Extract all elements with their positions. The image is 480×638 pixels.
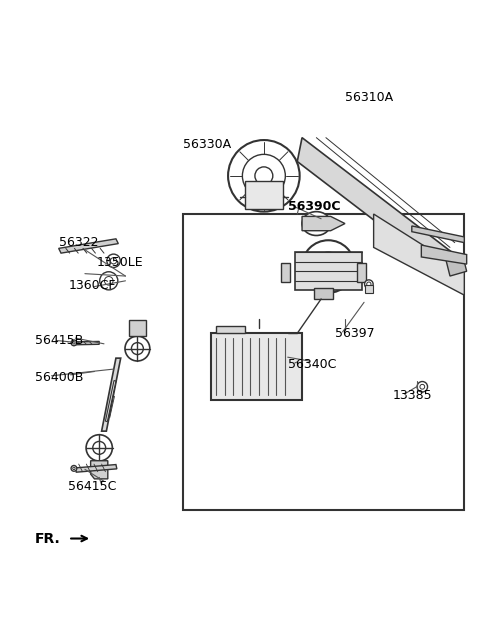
- Ellipse shape: [417, 382, 428, 392]
- Polygon shape: [91, 461, 108, 479]
- Polygon shape: [129, 320, 146, 336]
- Ellipse shape: [71, 340, 77, 346]
- Polygon shape: [412, 226, 464, 242]
- Text: 56390C: 56390C: [288, 200, 340, 213]
- Polygon shape: [75, 464, 117, 472]
- Ellipse shape: [302, 212, 331, 235]
- Polygon shape: [302, 216, 345, 231]
- Bar: [183, 214, 464, 510]
- Ellipse shape: [71, 466, 77, 471]
- Polygon shape: [445, 257, 467, 276]
- FancyBboxPatch shape: [357, 263, 366, 282]
- Polygon shape: [373, 214, 464, 295]
- Text: 56330A: 56330A: [183, 138, 231, 151]
- FancyBboxPatch shape: [245, 181, 283, 209]
- Text: 56322: 56322: [59, 236, 98, 249]
- Ellipse shape: [93, 441, 106, 454]
- Ellipse shape: [364, 280, 373, 288]
- Ellipse shape: [73, 467, 75, 470]
- FancyBboxPatch shape: [216, 326, 245, 333]
- Ellipse shape: [367, 282, 371, 286]
- Polygon shape: [59, 239, 118, 253]
- Ellipse shape: [420, 384, 425, 389]
- Ellipse shape: [228, 140, 300, 212]
- Text: 56340C: 56340C: [288, 358, 336, 371]
- Text: 56310A: 56310A: [345, 91, 393, 103]
- Ellipse shape: [302, 241, 355, 293]
- Ellipse shape: [100, 272, 118, 290]
- Ellipse shape: [105, 276, 113, 285]
- Text: 56400B: 56400B: [35, 371, 83, 383]
- Polygon shape: [106, 380, 116, 422]
- Text: 13385: 13385: [393, 389, 432, 402]
- Ellipse shape: [314, 252, 343, 281]
- Ellipse shape: [110, 258, 117, 264]
- Polygon shape: [297, 138, 464, 286]
- Ellipse shape: [86, 434, 112, 461]
- Polygon shape: [102, 358, 120, 431]
- Text: 1350LE: 1350LE: [97, 256, 144, 269]
- FancyBboxPatch shape: [314, 288, 333, 299]
- Polygon shape: [75, 341, 99, 345]
- Text: FR.: FR.: [35, 533, 60, 547]
- Text: 56415C: 56415C: [68, 480, 117, 493]
- Ellipse shape: [73, 342, 75, 344]
- Text: 1360CF: 1360CF: [68, 279, 116, 292]
- FancyBboxPatch shape: [365, 285, 372, 293]
- FancyBboxPatch shape: [281, 263, 290, 282]
- Ellipse shape: [323, 260, 334, 272]
- Ellipse shape: [255, 167, 273, 185]
- FancyBboxPatch shape: [211, 333, 302, 400]
- Ellipse shape: [107, 254, 120, 267]
- Polygon shape: [421, 245, 467, 264]
- FancyBboxPatch shape: [295, 252, 362, 290]
- Ellipse shape: [132, 343, 144, 355]
- Ellipse shape: [242, 154, 285, 197]
- Ellipse shape: [309, 218, 324, 230]
- Text: 56415B: 56415B: [35, 334, 83, 347]
- Text: 56397: 56397: [336, 327, 375, 340]
- Ellipse shape: [125, 336, 150, 361]
